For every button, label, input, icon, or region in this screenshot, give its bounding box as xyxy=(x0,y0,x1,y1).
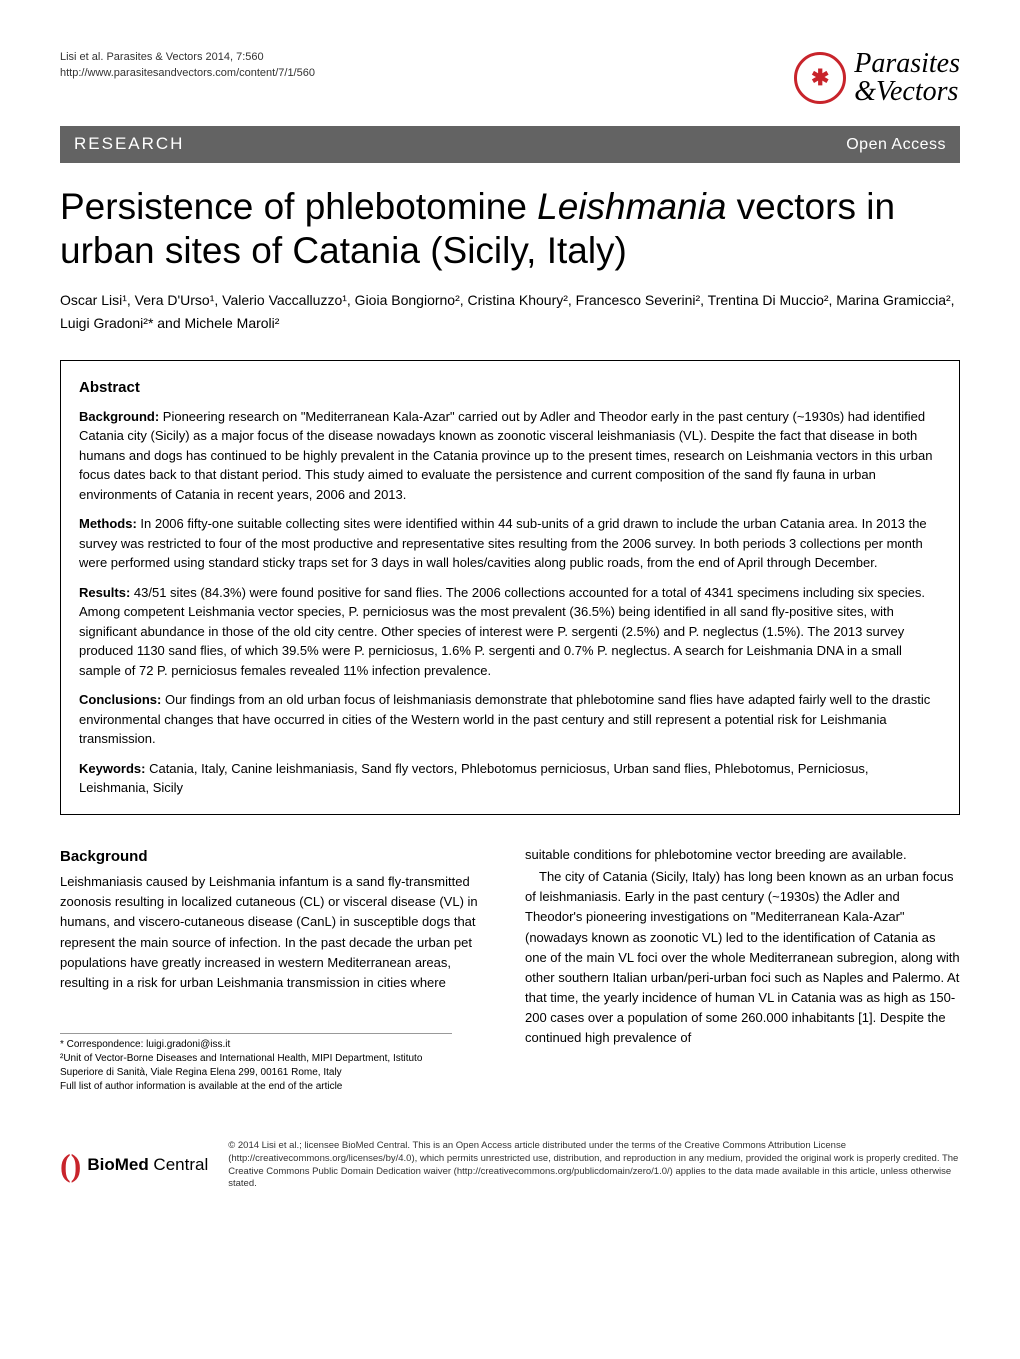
correspondence-affiliation: ²Unit of Vector-Borne Diseases and Inter… xyxy=(60,1052,452,1080)
bmc-light: Central xyxy=(149,1155,209,1174)
background-heading: Background xyxy=(60,845,495,868)
bmc-bold: BioMed xyxy=(87,1155,148,1174)
abstract-keywords-text: Catania, Italy, Canine leishmaniasis, Sa… xyxy=(79,761,869,796)
body-columns: Background Leishmaniasis caused by Leish… xyxy=(60,845,960,1094)
correspondence-email: * Correspondence: luigi.gradoni@iss.it xyxy=(60,1038,452,1052)
page-container: Lisi et al. Parasites & Vectors 2014, 7:… xyxy=(0,0,1020,1221)
title-pre: Persistence of phlebotomine xyxy=(60,186,537,227)
column-left: Background Leishmaniasis caused by Leish… xyxy=(60,845,495,1094)
citation-text: Lisi et al. Parasites & Vectors 2014, 7:… xyxy=(60,50,315,66)
journal-name: Parasites &Vectors xyxy=(854,50,960,106)
article-title: Persistence of phlebotomine Leishmania v… xyxy=(60,185,960,274)
footer-row: () BioMed Central © 2014 Lisi et al.; li… xyxy=(60,1124,960,1191)
body-col2-p2: The city of Catania (Sicily, Italy) has … xyxy=(525,867,960,1048)
abstract-heading: Abstract xyxy=(79,377,941,399)
biomed-logo: () BioMed Central xyxy=(60,1142,208,1188)
logo-circle-icon: ✱ xyxy=(794,52,846,104)
abstract-methods-text: In 2006 fifty-one suitable collecting si… xyxy=(79,516,927,570)
mosquito-icon: ✱ xyxy=(811,62,829,94)
article-type-banner: RESEARCH Open Access xyxy=(60,126,960,163)
banner-left: RESEARCH xyxy=(74,132,184,157)
bmc-text: BioMed Central xyxy=(87,1153,208,1178)
abstract-conclusions: Conclusions: Our findings from an old ur… xyxy=(79,690,941,749)
bmc-paren-icon: () xyxy=(60,1142,81,1188)
abstract-results-label: Results: xyxy=(79,585,130,600)
abstract-box: Abstract Background: Pioneering research… xyxy=(60,360,960,815)
correspondence-note: Full list of author information is avail… xyxy=(60,1080,452,1094)
abstract-conclusions-label: Conclusions: xyxy=(79,692,161,707)
abstract-background: Background: Pioneering research on "Medi… xyxy=(79,407,941,505)
citation-url: http://www.parasitesandvectors.com/conte… xyxy=(60,66,315,82)
column-right: suitable conditions for phlebotomine vec… xyxy=(525,845,960,1094)
journal-line2: &Vectors xyxy=(854,78,960,106)
license-text: © 2014 Lisi et al.; licensee BioMed Cent… xyxy=(228,1140,960,1191)
journal-logo: ✱ Parasites &Vectors xyxy=(794,50,960,106)
abstract-results-text: 43/51 sites (84.3%) were found positive … xyxy=(79,585,925,678)
body-col1-p1: Leishmaniasis caused by Leishmania infan… xyxy=(60,872,495,993)
abstract-keywords: Keywords: Catania, Italy, Canine leishma… xyxy=(79,759,941,798)
abstract-methods: Methods: In 2006 fifty-one suitable coll… xyxy=(79,514,941,573)
abstract-keywords-label: Keywords: xyxy=(79,761,145,776)
correspondence-block: * Correspondence: luigi.gradoni@iss.it ²… xyxy=(60,1033,452,1094)
abstract-results: Results: 43/51 sites (84.3%) were found … xyxy=(79,583,941,681)
citation-block: Lisi et al. Parasites & Vectors 2014, 7:… xyxy=(60,50,315,82)
abstract-methods-label: Methods: xyxy=(79,516,137,531)
journal-line1: Parasites xyxy=(854,50,960,78)
authors-list: Oscar Lisi¹, Vera D'Urso¹, Valerio Vacca… xyxy=(60,289,960,334)
body-col2-p1: suitable conditions for phlebotomine vec… xyxy=(525,845,960,865)
header-row: Lisi et al. Parasites & Vectors 2014, 7:… xyxy=(60,50,960,106)
abstract-conclusions-text: Our findings from an old urban focus of … xyxy=(79,692,930,746)
abstract-background-text: Pioneering research on "Mediterranean Ka… xyxy=(79,409,932,502)
abstract-background-label: Background: xyxy=(79,409,159,424)
banner-right: Open Access xyxy=(846,133,946,156)
title-italic: Leishmania xyxy=(537,186,726,227)
